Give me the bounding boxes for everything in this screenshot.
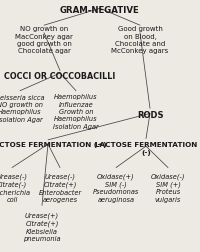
- Text: Urease(+)
Citrate(+)
Klebsiella
pneumonia: Urease(+) Citrate(+) Klebsiella pneumoni…: [23, 213, 61, 242]
- Text: Urease(-)
Citrate(-)
Escherichia
coli: Urease(-) Citrate(-) Escherichia coli: [0, 174, 31, 203]
- Text: COCCI OR COCCOBACILLI: COCCI OR COCCOBACILLI: [4, 72, 116, 81]
- Text: Oxidase(-)
SIM (+)
Proteus
vulgaris: Oxidase(-) SIM (+) Proteus vulgaris: [151, 174, 185, 203]
- Text: Oxidase(+)
SIM (-)
Pseudomonas
aeruginosa: Oxidase(+) SIM (-) Pseudomonas aeruginos…: [93, 174, 139, 203]
- Text: Good growth
on Blood,
Chocolate and
McConkey agars: Good growth on Blood, Chocolate and McCo…: [111, 26, 169, 54]
- Text: RODS: RODS: [137, 111, 163, 120]
- Text: LACTOSE FERMENTATION (+): LACTOSE FERMENTATION (+): [0, 142, 107, 148]
- Text: GRAM-NEGATIVE: GRAM-NEGATIVE: [60, 6, 140, 15]
- Text: Neisseria sicca
NO growth on
Haemophilus
Isolation Agar: Neisseria sicca NO growth on Haemophilus…: [0, 94, 45, 122]
- Text: LACTOSE FERMENTATION
(-): LACTOSE FERMENTATION (-): [95, 142, 197, 156]
- Text: NO growth on
MacConkey agar
good growth on
Chocolate agar: NO growth on MacConkey agar good growth …: [15, 26, 73, 54]
- Text: Haemophilus
Influenzae
Growth on
Haemophilus
Isolation Agar: Haemophilus Influenzae Growth on Haemoph…: [53, 94, 99, 130]
- Text: Urease(-)
Citrate(+)
Enterobacter
aerogenes: Urease(-) Citrate(+) Enterobacter aeroge…: [38, 174, 82, 203]
